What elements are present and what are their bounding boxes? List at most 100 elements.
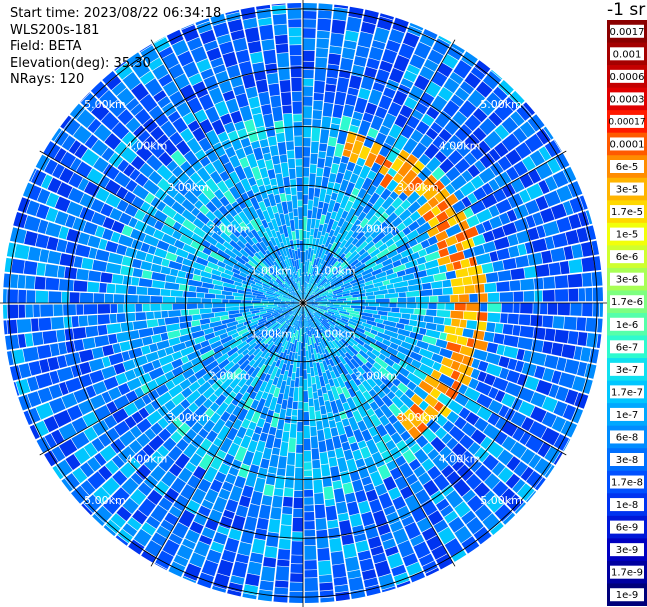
range-gate-cell — [288, 296, 300, 302]
range-gate-cell — [364, 523, 379, 539]
range-gate-cell — [157, 417, 169, 429]
range-gate-cell — [303, 291, 306, 300]
range-gate-cell — [35, 290, 49, 303]
range-gate-cell — [292, 336, 296, 344]
range-gate-cell — [413, 385, 429, 400]
range-gate-cell — [248, 177, 257, 187]
range-gate-cell — [246, 320, 259, 328]
range-gate-cell — [496, 344, 505, 356]
range-gate-cell — [256, 295, 267, 300]
range-gate-cell — [320, 313, 333, 322]
range-gate-cell — [156, 164, 173, 181]
range-gate-cell — [450, 370, 461, 381]
range-gate-cell — [279, 314, 290, 324]
range-gate-cell — [243, 366, 256, 380]
range-gate-cell — [183, 563, 202, 581]
range-gate-cell — [60, 151, 76, 169]
range-gate-cell — [280, 333, 287, 343]
range-gate-cell — [45, 222, 62, 238]
range-gate-cell — [375, 440, 388, 454]
range-gate-cell — [410, 534, 425, 547]
range-gate-cell — [319, 362, 326, 373]
range-gate-cell — [300, 263, 303, 274]
range-gate-cell — [404, 355, 414, 365]
range-gate-cell — [344, 251, 352, 259]
range-gate-cell — [359, 558, 375, 572]
range-gate-cell — [303, 2, 317, 11]
range-gate-cell — [312, 288, 320, 295]
range-gate-cell — [252, 292, 266, 297]
range-gate-cell — [262, 285, 276, 293]
range-gate-cell — [258, 201, 267, 212]
range-gate-cell — [156, 201, 167, 212]
range-gate-cell — [238, 211, 250, 225]
range-gate-cell — [438, 264, 447, 273]
range-gate-cell — [344, 200, 354, 213]
range-gate-cell — [531, 238, 548, 253]
range-gate-cell — [63, 316, 72, 329]
range-gate-cell — [39, 359, 50, 373]
range-gate-cell — [418, 472, 432, 486]
range-gate-cell — [111, 487, 130, 506]
range-gate-cell — [286, 332, 292, 342]
range-ring-label: 2.00km — [209, 223, 251, 236]
range-gate-cell — [470, 200, 486, 215]
range-gate-cell — [354, 326, 366, 334]
range-gate-cell — [102, 356, 111, 368]
range-gate-cell — [90, 394, 106, 410]
range-gate-cell — [309, 312, 314, 318]
range-gate-cell — [115, 535, 129, 546]
range-gate-cell — [312, 119, 322, 128]
range-gate-cell — [315, 289, 325, 296]
range-gate-cell — [268, 83, 280, 97]
range-gate-cell — [189, 453, 203, 467]
range-gate-cell — [547, 157, 561, 174]
range-gate-cell — [327, 450, 336, 458]
range-gate-cell — [543, 126, 554, 140]
range-gate-cell — [521, 416, 535, 432]
range-gate-cell — [355, 490, 368, 503]
colorbar-label-box — [610, 160, 644, 173]
range-gate-cell — [416, 422, 428, 434]
range-gate-cell — [173, 192, 186, 205]
range-gate-cell — [346, 501, 360, 516]
range-gate-cell — [367, 536, 382, 549]
range-gate-cell — [210, 170, 223, 185]
range-gate-cell — [290, 55, 302, 66]
colorbar-label-box — [610, 227, 644, 241]
range-gate-cell — [310, 337, 316, 349]
range-gate-cell — [180, 399, 191, 410]
range-gate-cell — [296, 177, 303, 192]
range-gate-cell — [419, 134, 434, 148]
range-gate-cell — [262, 275, 274, 284]
range-gate-cell — [158, 73, 173, 87]
range-gate-cell — [116, 186, 129, 200]
range-gate-cell — [237, 369, 247, 380]
range-gate-cell — [241, 280, 251, 286]
range-gate-cell — [265, 331, 274, 340]
colorbar-label-box — [610, 340, 644, 354]
range-gate-cell — [330, 33, 344, 47]
range-gate-cell — [306, 294, 315, 301]
range-gate-cell — [356, 366, 366, 375]
range-gate-cell — [300, 314, 303, 329]
range-gate-cell — [196, 179, 207, 190]
range-gate-cell — [493, 333, 505, 345]
range-gate-cell — [270, 95, 282, 108]
range-gate-cell — [559, 261, 570, 275]
range-gate-cell — [71, 316, 79, 328]
range-gate-cell — [43, 416, 59, 433]
range-gate-cell — [152, 280, 165, 289]
range-gate-cell — [287, 150, 295, 159]
range-gate-cell — [441, 484, 455, 497]
range-gate-cell — [330, 211, 338, 220]
range-gate-cell — [329, 325, 340, 335]
range-gate-cell — [274, 212, 282, 227]
range-gate-cell — [243, 397, 254, 411]
range-gate-cell — [380, 315, 388, 321]
range-gate-cell — [335, 320, 345, 327]
range-gate-cell — [54, 147, 67, 163]
range-gate-cell — [321, 329, 331, 342]
range-gate-cell — [264, 373, 271, 383]
range-gate-cell — [306, 299, 314, 302]
